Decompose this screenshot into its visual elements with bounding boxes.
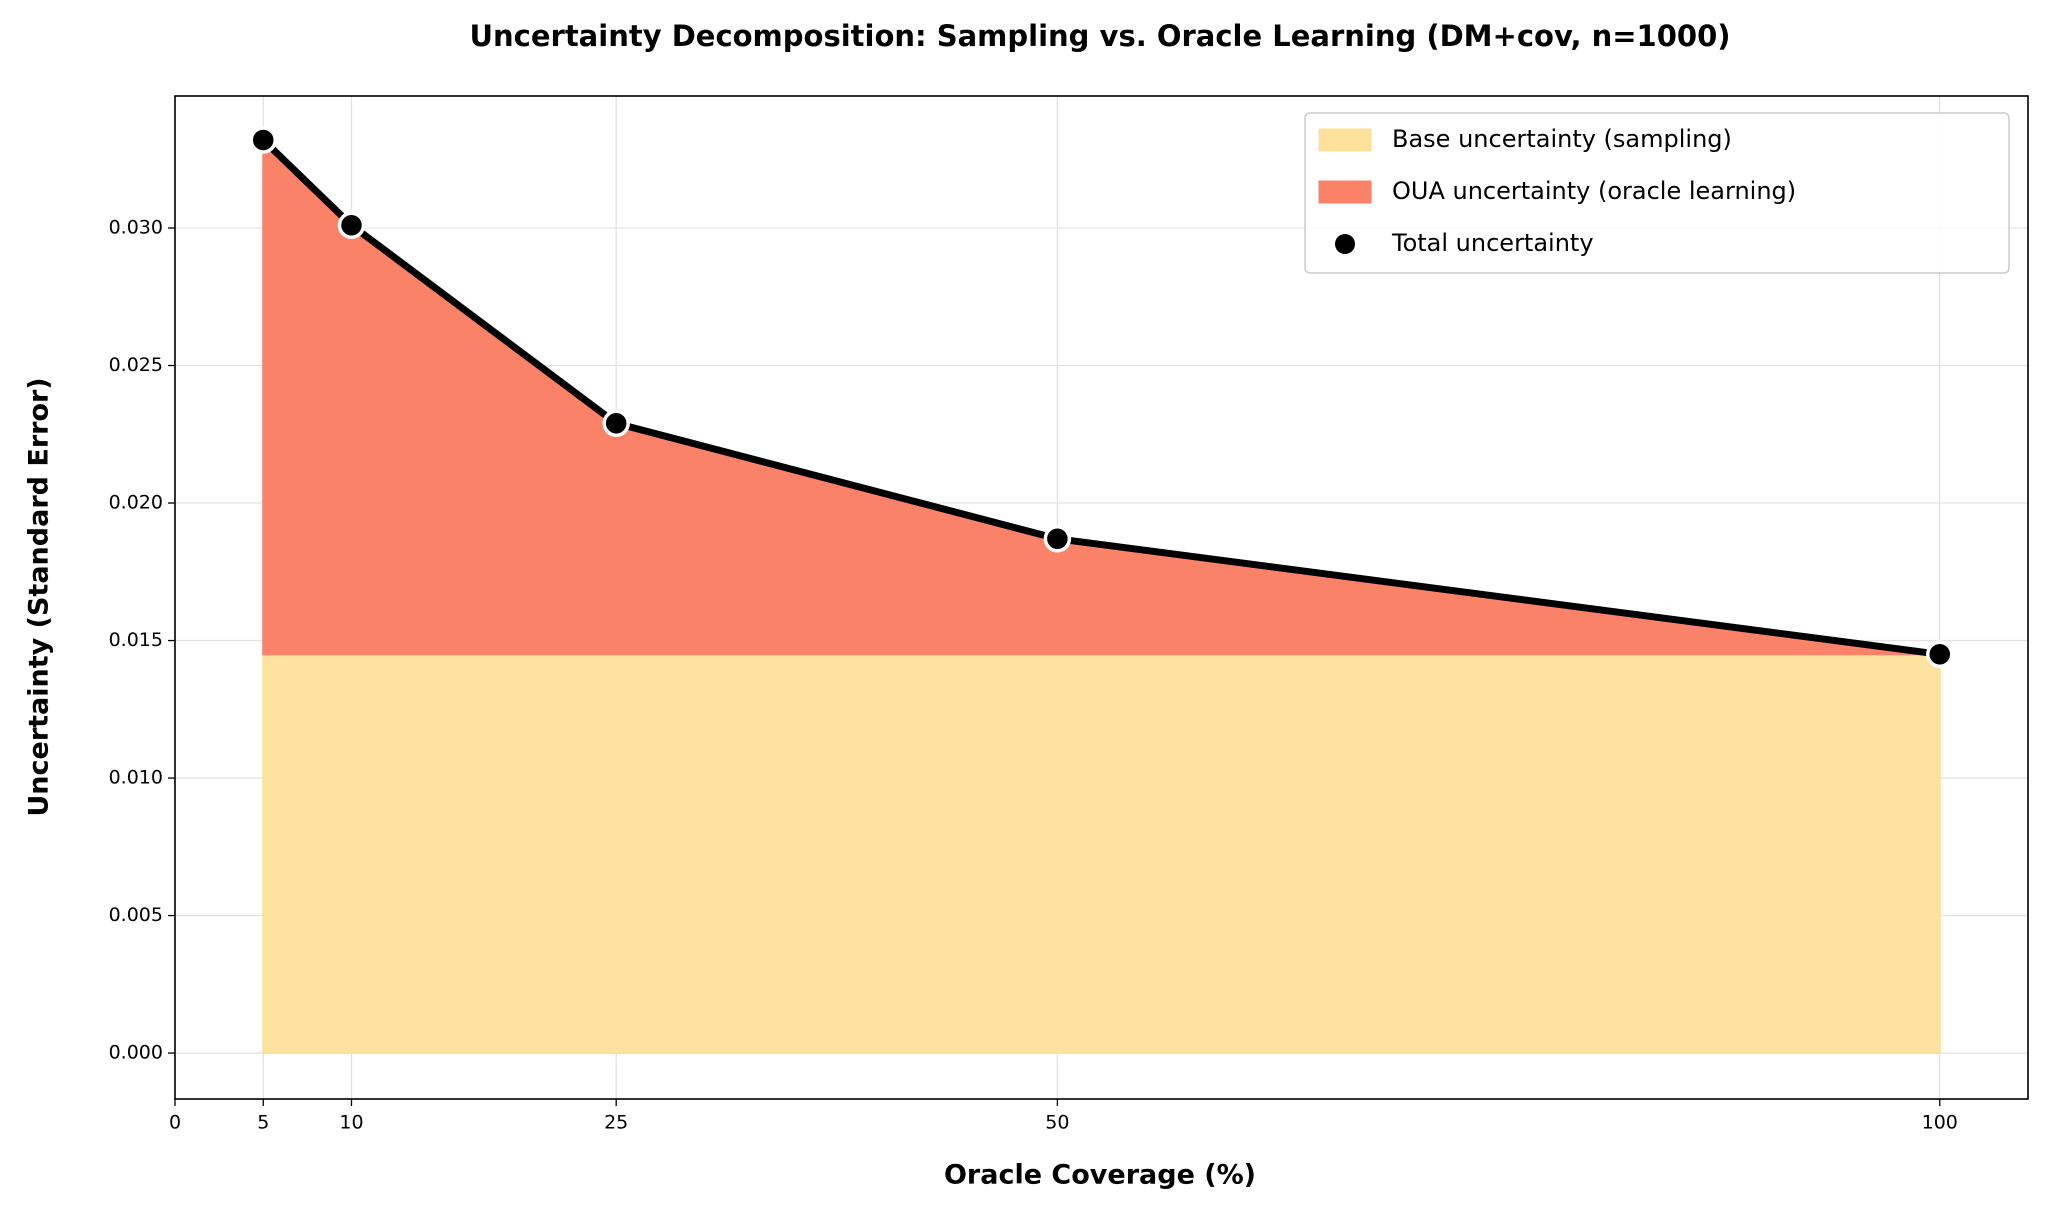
x-tick-label: 10: [339, 1112, 363, 1134]
legend-label: Base uncertainty (sampling): [1392, 125, 1732, 153]
y-tick-label: 0.015: [109, 629, 163, 651]
legend: Base uncertainty (sampling) OUA uncertain…: [1304, 112, 2010, 274]
legend-label: Total uncertainty: [1391, 229, 1594, 257]
x-axis-label: Oracle Coverage (%): [944, 1160, 1256, 1191]
y-tick-label: 0.025: [109, 354, 163, 376]
x-tick-label: 50: [1045, 1112, 1069, 1134]
x-tick-label: 100: [1922, 1112, 1958, 1134]
y-tick-label: 0.010: [109, 767, 163, 789]
total-marker: [1926, 640, 1954, 669]
total-marker: [337, 211, 366, 240]
x-tick-label: 5: [257, 1112, 269, 1134]
total-marker: [1043, 525, 1072, 553]
y-tick-label: 0.005: [109, 904, 163, 926]
total-marker: [602, 409, 630, 438]
y-tick-label: 0.020: [109, 492, 163, 514]
y-tick-label: 0.030: [109, 217, 163, 239]
y-axis-label: Uncertainty (Standard Error): [24, 377, 55, 816]
legend-swatch: [1318, 128, 1372, 152]
y-tick-label: 0.000: [109, 1042, 163, 1064]
legend-label: OUA uncertainty (oracle learning): [1392, 177, 1796, 205]
x-tick-label: 0: [169, 1112, 181, 1134]
legend-box: [1304, 112, 2010, 274]
legend-swatch: [1318, 180, 1372, 204]
legend-marker: [1335, 234, 1355, 254]
x-tick-label: 25: [604, 1112, 628, 1134]
area: [262, 653, 1941, 1055]
total-marker: [249, 126, 277, 154]
plot-frame: [174, 95, 2029, 1100]
chart-title: Uncertainty Decomposition: Sampling vs. …: [469, 19, 1730, 53]
